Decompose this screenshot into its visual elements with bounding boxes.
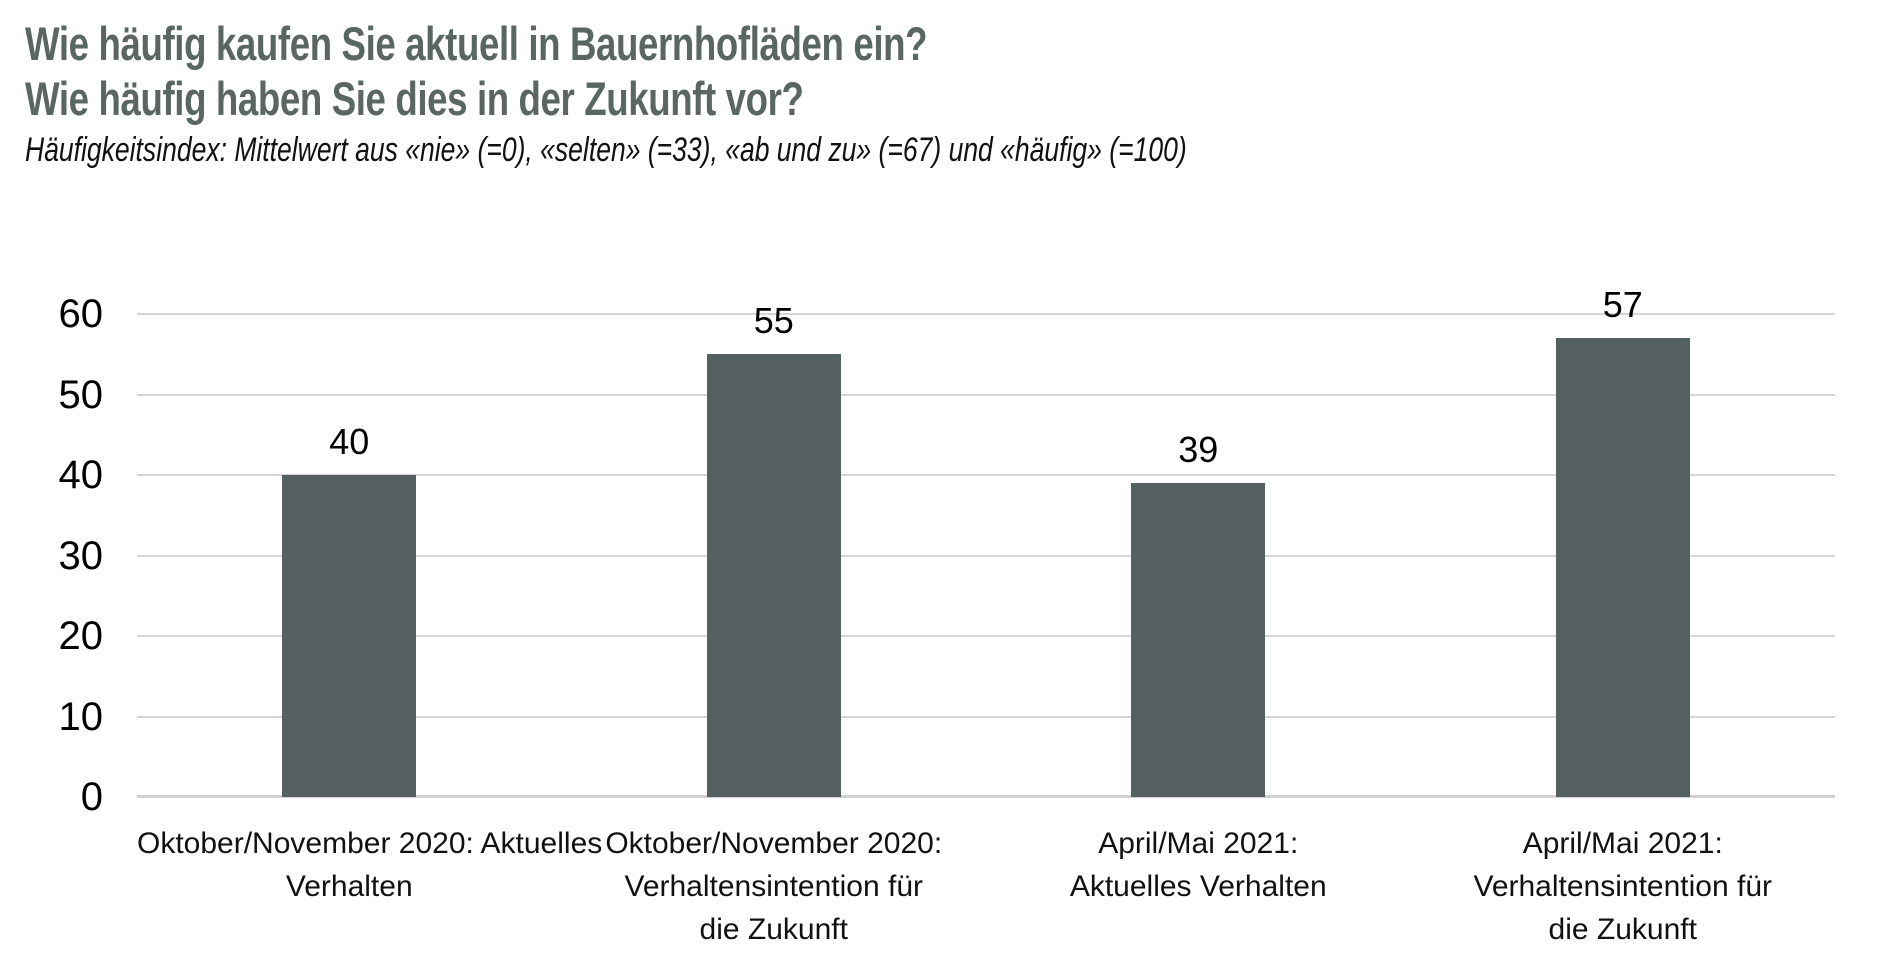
bar xyxy=(282,475,417,797)
x-axis-category-label-line: April/Mai 2021: xyxy=(1522,827,1723,860)
x-axis-category-label: April/Mai 2021: Verhaltensintention für di… xyxy=(1411,822,1836,951)
x-axis-category-label-line: die Zukunft xyxy=(1548,913,1697,946)
gridline xyxy=(137,474,1835,476)
x-axis-category-label-line: Verhaltensintention für xyxy=(1473,870,1773,903)
chart-subtitle: Häufigkeitsindex: Mittelwert aus «nie» (… xyxy=(25,131,1187,169)
x-axis-category-label-line: Oktober/November 2020: Aktuelles xyxy=(137,827,603,860)
bar xyxy=(1131,483,1266,797)
y-axis-tick-label: 60 xyxy=(58,292,104,336)
y-axis-tick-label: 30 xyxy=(58,533,104,578)
bar xyxy=(706,354,841,797)
x-axis-line xyxy=(137,795,1835,798)
x-axis-category-label-line: Verhaltensintention für xyxy=(624,870,924,903)
chart-title-line2: Wie häufig haben Sie dies in der Zukunft… xyxy=(25,72,804,125)
x-axis-category-label-line: Verhalten xyxy=(285,870,413,903)
bar-value-label: 39 xyxy=(1178,429,1219,471)
chart-title: Wie häufig kaufen Sie aktuell in Bauernh… xyxy=(25,16,928,126)
y-axis-tick-label: 50 xyxy=(58,372,104,417)
x-axis-category-label: Oktober/November 2020: Aktuelles Verhalte… xyxy=(137,822,603,908)
x-axis-category-label-line: April/Mai 2021: xyxy=(1098,827,1299,860)
gridline xyxy=(137,635,1835,637)
y-axis-tick-label: 40 xyxy=(58,453,104,497)
plot-area: 40 55 39 57 xyxy=(137,284,1835,798)
gridline xyxy=(137,715,1835,718)
y-axis-tick-label: 20 xyxy=(58,614,104,658)
bar-value-label: 40 xyxy=(329,421,370,462)
x-axis-category-label-line: die Zukunft xyxy=(699,913,848,946)
x-axis-category-label-line: Aktuelles Verhalten xyxy=(1069,870,1327,903)
gridline xyxy=(137,313,1835,315)
x-axis-category-label: April/Mai 2021: Aktuelles Verhalten xyxy=(986,822,1411,908)
bar-value-label: 55 xyxy=(753,300,794,342)
y-axis-tick-label: 10 xyxy=(58,694,104,739)
bar xyxy=(1555,338,1690,797)
y-axis-tick-label: 0 xyxy=(80,775,103,819)
bar-value-label: 57 xyxy=(1602,284,1643,326)
x-axis-category-label: Oktober/November 2020: Verhaltensintentio… xyxy=(562,822,987,951)
gridline xyxy=(137,554,1835,557)
gridline xyxy=(137,393,1835,396)
chart-title-line1: Wie häufig kaufen Sie aktuell in Bauernh… xyxy=(25,17,928,70)
x-axis-category-label-line: Oktober/November 2020: xyxy=(605,827,943,860)
